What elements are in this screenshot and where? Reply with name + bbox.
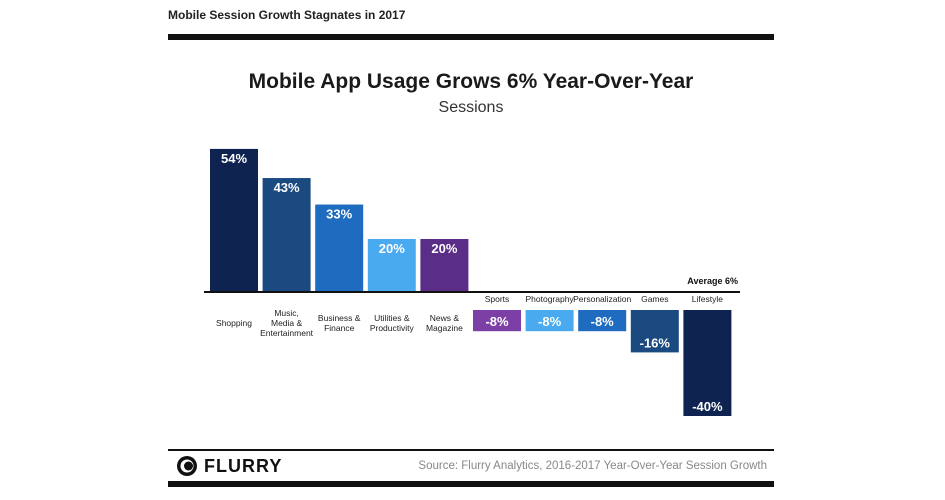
value-label-6: -8%: [538, 314, 562, 329]
bar-8: [630, 310, 679, 353]
value-label-7: -8%: [591, 314, 615, 329]
bar-2: [315, 204, 364, 292]
bottom-rule: [168, 481, 774, 487]
bar-5: [473, 310, 521, 332]
value-label-9: -40%: [692, 399, 723, 414]
average-label: Average 6%: [687, 276, 738, 286]
category-label-8: Games: [641, 294, 668, 304]
value-label-8: -16%: [640, 335, 671, 350]
category-label-1: Music, Media & Entertainment: [260, 308, 314, 338]
header-title: Mobile Session Growth Stagnates in 2017: [168, 8, 406, 22]
logo-text: FLURRY: [204, 455, 283, 476]
top-rule: [168, 34, 774, 40]
value-label-0: 54%: [221, 151, 247, 166]
category-label-9: Lifestyle: [692, 294, 723, 304]
bar-3: [367, 239, 416, 292]
value-label-1: 43%: [274, 180, 300, 195]
value-label-3: 20%: [379, 241, 405, 256]
value-label-5: -8%: [485, 314, 509, 329]
category-label-4: News & Magazine: [426, 313, 463, 333]
footer-rule: [168, 449, 774, 451]
flurry-logo: FLURRY: [176, 455, 282, 477]
chart-subtitle: Sessions: [438, 99, 504, 116]
flurry-logo-icon: [177, 456, 197, 476]
value-label-2: 33%: [326, 207, 352, 222]
category-label-5: Sports: [485, 294, 510, 304]
category-label-0: Shopping: [216, 318, 252, 328]
bar-1: [262, 178, 311, 292]
source-note: Source: Flurry Analytics, 2016-2017 Year…: [418, 460, 767, 472]
bar-9: [683, 310, 732, 416]
bar-7: [578, 310, 627, 332]
bar-0: [210, 148, 258, 292]
category-label-7: Personalization: [573, 294, 631, 304]
chart-title: Mobile App Usage Grows 6% Year-Over-Year: [248, 70, 694, 93]
bar-6: [525, 310, 574, 332]
category-label-6: Photography: [525, 294, 574, 304]
value-label-4: 20%: [431, 241, 457, 256]
category-label-2: Business & Finance: [318, 313, 361, 333]
category-label-3: Utilities & Productivity: [370, 313, 415, 333]
bar-4: [420, 239, 469, 292]
